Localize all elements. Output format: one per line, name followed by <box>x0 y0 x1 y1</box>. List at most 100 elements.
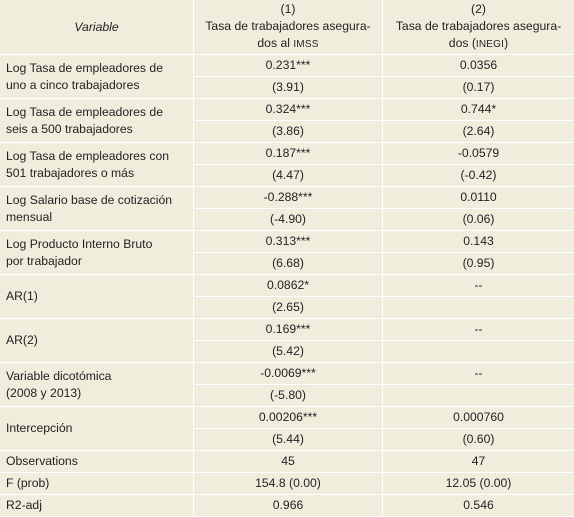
coef-col1: 0.324*** <box>194 99 383 121</box>
variable-label: Variable dicotómica (2008 y 2013) <box>0 363 194 407</box>
tstat-row: (-4.90) (0.06) <box>0 209 574 231</box>
variable-label-line1: AR(2) <box>6 333 38 347</box>
tstat-row: (-5.80) <box>0 385 574 407</box>
coef-col2: 0.000760 <box>383 407 574 429</box>
column-1-title-line2: dos al IMSS <box>257 36 319 50</box>
tstat-col1: (3.86) <box>194 121 383 143</box>
stat-col1: 0.966 <box>194 495 383 517</box>
tstat-col2 <box>383 385 574 407</box>
coef-col2: -0.0579 <box>383 143 574 165</box>
coef-col1: 0.00206*** <box>194 407 383 429</box>
variable-header: Variable <box>0 0 194 55</box>
variable-label: Log Tasa de empleadores de seis a 500 tra… <box>0 99 194 143</box>
header-row: Variable (1) Tasa de trabajadores asegur… <box>0 0 574 55</box>
inegi-label: INEGI <box>475 39 505 50</box>
tstat-row: (3.86) (2.64) <box>0 121 574 143</box>
tstat-col2: (-0.42) <box>383 165 574 187</box>
column-1-number: (1) <box>280 2 296 16</box>
stat-row: R2-adj 0.966 0.546 <box>0 495 574 517</box>
tstat-col2: (0.60) <box>383 429 574 451</box>
coef-col1: 0.313*** <box>194 231 383 253</box>
tstat-row: (6.68) (0.95) <box>0 253 574 275</box>
tstat-row: (5.42) <box>0 341 574 363</box>
stat-col2: 0.546 <box>383 495 574 517</box>
variable-label-line1: Log Salario base de cotización <box>6 192 172 207</box>
column-2-title-line2: dos (INEGI) <box>448 36 509 50</box>
column-1-header: (1) Tasa de trabajadores asegura- dos al… <box>194 0 383 55</box>
coef-col2: -- <box>383 319 574 341</box>
coef-col2: 0.744* <box>383 99 574 121</box>
variable-label: AR(1) <box>0 275 194 319</box>
variable-row: Log Salario base de cotización mensual -0.… <box>0 187 574 231</box>
stat-label: R2-adj <box>0 495 194 517</box>
stat-col1: 45 <box>194 451 383 473</box>
tstat-row: (2.65) <box>0 297 574 319</box>
imss-label: IMSS <box>293 39 319 50</box>
stat-col2: 47 <box>383 451 574 473</box>
tstat-col1: (2.65) <box>194 297 383 319</box>
stat-label: Observations <box>0 451 194 473</box>
coef-col2: -- <box>383 275 574 297</box>
variable-label: Log Tasa de empleadores de uno a cinco tr… <box>0 55 194 99</box>
variable-row: Variable dicotómica (2008 y 2013) -0.0069*… <box>0 363 574 407</box>
tstat-col2: (0.95) <box>383 253 574 275</box>
column-1-title-line1: Tasa de trabajadores asegura- <box>205 19 371 33</box>
variable-row: AR(1) 0.0862* -- <box>0 275 574 319</box>
coef-col2: 0.0110 <box>383 187 574 209</box>
variable-label-line1: Variable dicotómica <box>6 368 112 383</box>
variable-label: Intercepción <box>0 407 194 451</box>
variable-label: AR(2) <box>0 319 194 363</box>
tstat-row: (5.44) (0.60) <box>0 429 574 451</box>
tstat-col1: (4.47) <box>194 165 383 187</box>
stat-row: F (prob) 154.8 (0.00) 12.05 (0.00) <box>0 473 574 495</box>
tstat-col2 <box>383 341 574 363</box>
tstat-col2: (0.17) <box>383 77 574 99</box>
tstat-col2 <box>383 297 574 319</box>
variable-row: AR(2) 0.169*** -- <box>0 319 574 363</box>
variable-label-line1: Intercepción <box>6 421 73 435</box>
coef-col2: 0.0356 <box>383 55 574 77</box>
variable-label: Log Tasa de empleadores con 501 trabajado… <box>0 143 194 187</box>
variable-label-line2: (2008 y 2013) <box>6 385 82 400</box>
tstat-col1: (3.91) <box>194 77 383 99</box>
coef-col1: 0.187*** <box>194 143 383 165</box>
coef-col1: 0.231*** <box>194 55 383 77</box>
coef-col1: -0.288*** <box>194 187 383 209</box>
variable-label-line2: uno a cinco trabajadores <box>6 77 140 92</box>
variable-label-line1: Log Tasa de empleadores de <box>6 104 163 119</box>
coef-col1: 0.169*** <box>194 319 383 341</box>
variable-row: Log Tasa de empleadores de uno a cinco tr… <box>0 55 574 99</box>
coef-col1: 0.0862* <box>194 275 383 297</box>
column-2-header: (2) Tasa de trabajadores asegura- dos (I… <box>383 0 574 55</box>
coef-col1: -0.0069*** <box>194 363 383 385</box>
variable-row: Log Tasa de empleadores con 501 trabajado… <box>0 143 574 187</box>
tstat-row: (3.91) (0.17) <box>0 77 574 99</box>
variable-label-line2: mensual <box>6 209 53 224</box>
variable-label: Log Producto Interno Bruto por trabajador <box>0 231 194 275</box>
variable-label-line2: seis a 500 trabajadores <box>6 121 133 136</box>
tstat-col1: (6.68) <box>194 253 383 275</box>
tstat-col1: (-5.80) <box>194 385 383 407</box>
variable-row: Intercepción 0.00206*** 0.000760 <box>0 407 574 451</box>
variable-label-line1: AR(1) <box>6 289 38 303</box>
stat-row: Observations 45 47 <box>0 451 574 473</box>
coef-col2: 0.143 <box>383 231 574 253</box>
tstat-col2: (0.06) <box>383 209 574 231</box>
tstat-col1: (-4.90) <box>194 209 383 231</box>
stat-col1: 154.8 (0.00) <box>194 473 383 495</box>
variable-label-line2: 501 trabajadores o más <box>6 165 135 180</box>
tstat-col2: (2.64) <box>383 121 574 143</box>
tstat-row: (4.47) (-0.42) <box>0 165 574 187</box>
variable-label: Log Salario base de cotización mensual <box>0 187 194 231</box>
column-2-number: (2) <box>471 2 486 16</box>
variable-label-line1: Log Producto Interno Bruto <box>6 236 153 251</box>
tstat-col1: (5.42) <box>194 341 383 363</box>
variable-label-line1: Log Tasa de empleadores con <box>6 148 170 163</box>
variable-label-line2: por trabajador <box>6 253 82 268</box>
variable-row: Log Producto Interno Bruto por trabajador… <box>0 231 574 275</box>
column-2-title-line1: Tasa de trabajadores asegura- <box>395 19 562 33</box>
tstat-col1: (5.44) <box>194 429 383 451</box>
variable-label-line1: Log Tasa de empleadores de <box>6 60 163 75</box>
stat-label: F (prob) <box>0 473 194 495</box>
